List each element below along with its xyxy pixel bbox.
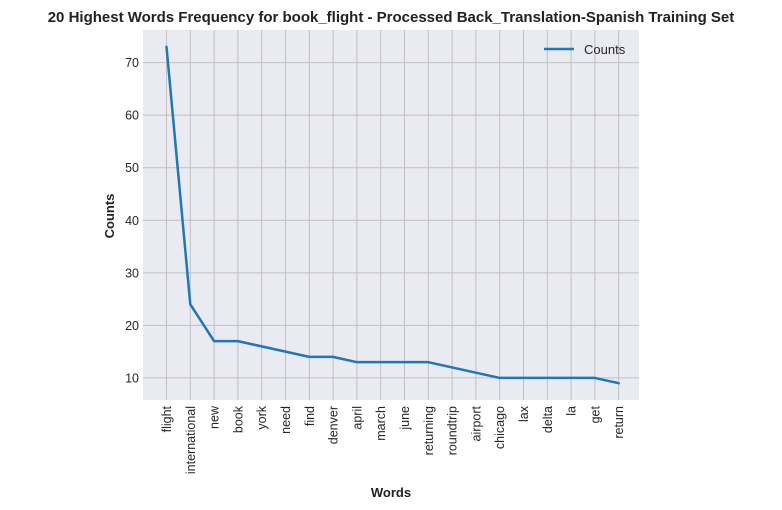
y-tick-20: 20: [125, 319, 139, 333]
x-tick-lax: lax: [517, 405, 531, 422]
x-tick-international: international: [184, 406, 198, 474]
x-tick-la: la: [565, 406, 579, 416]
x-tick-labels: flight international new book york need find de…: [160, 405, 626, 474]
y-axis-label: Counts: [102, 194, 117, 239]
x-tick-find: find: [303, 406, 317, 426]
y-gridlines: [143, 62, 639, 379]
x-tick-york: york: [255, 405, 269, 429]
x-tick-need: need: [279, 406, 293, 434]
x-tick-delta: delta: [541, 406, 555, 433]
x-tick-airport: airport: [469, 405, 483, 441]
x-tick-get: get: [588, 405, 602, 423]
x-tick-april: april: [350, 406, 364, 430]
x-tick-denver: denver: [327, 406, 341, 444]
x-tick-returning: returning: [422, 406, 436, 455]
x-tick-chicago: chicago: [493, 406, 507, 449]
x-tick-march: march: [374, 406, 388, 441]
x-tick-roundtrip: roundtrip: [446, 406, 460, 455]
series-group: [165, 45, 620, 385]
plot-area: [143, 30, 639, 400]
x-gridlines: [166, 30, 620, 400]
y-tick-50: 50: [125, 161, 139, 175]
series-line-counts: [165, 45, 620, 385]
x-tick-flight: flight: [160, 405, 174, 432]
y-tick-40: 40: [125, 214, 139, 228]
y-tick-labels: 10 20 30 40 50 60 70: [125, 56, 139, 385]
y-tick-30: 30: [125, 266, 139, 280]
x-axis-label: Words: [371, 485, 411, 500]
y-tick-70: 70: [125, 56, 139, 70]
legend-label-counts: Counts: [584, 42, 626, 57]
x-tick-new: new: [208, 405, 222, 429]
chart-title: 20 Highest Words Frequency for book_flig…: [48, 9, 735, 26]
x-tick-june: june: [398, 406, 412, 431]
x-tick-book: book: [231, 405, 245, 433]
legend: Counts: [544, 42, 626, 57]
y-tick-10: 10: [125, 371, 139, 385]
x-tick-return: return: [612, 406, 626, 439]
y-tick-60: 60: [125, 109, 139, 123]
